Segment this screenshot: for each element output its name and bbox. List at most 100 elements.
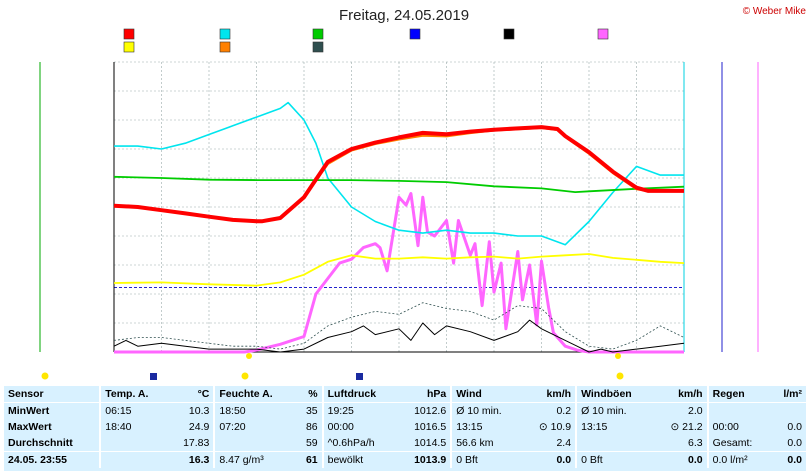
weather-chart: Freitag, 24.05.2019 © Weber Mike xyxy=(39,6,807,380)
stats-cell: 0 Bft xyxy=(575,451,654,468)
stats-cell: ⊙ 21.2 xyxy=(670,421,703,433)
stats-cell: ⊙ 10.9 xyxy=(538,421,572,433)
stats-cell: km/h xyxy=(653,386,708,403)
legend xyxy=(123,28,609,53)
stats-cell: 1013.9 xyxy=(397,451,452,468)
stats-cell: 0.0 l/m² xyxy=(706,451,772,468)
stats-cell: Durchschnitt xyxy=(8,437,73,449)
stats-cell: bewölkt xyxy=(321,451,398,468)
stats-cell: 0.0 xyxy=(653,451,708,468)
sunset-marker xyxy=(615,353,621,359)
stats-cell: 06:15 xyxy=(99,402,169,419)
sun-icon xyxy=(241,372,249,380)
stats-cell: Gesamt: xyxy=(706,435,772,452)
stats-row: MaxWert 18:40 24.9 07:20 86 00:00 1016.5 13:15 ⊙… xyxy=(4,419,806,435)
stats-cell: 2.0 xyxy=(688,405,703,417)
stats-cell: Regen xyxy=(706,386,772,403)
sun-moon-events xyxy=(41,353,624,380)
stats-cell: 6.3 xyxy=(688,437,703,449)
stats-cell: 24.05. 23:55 xyxy=(4,451,101,468)
stats-cell: Ø 10 min. xyxy=(575,402,654,419)
stats-cell: Wind xyxy=(450,386,523,403)
stats-cell: 00:00 xyxy=(321,419,398,435)
chart-title: Freitag, 24.05.2019 xyxy=(339,7,469,24)
stats-cell: 1014.5 xyxy=(414,437,447,449)
statistics-panel: Sensor Temp. A. °C Feuchte A.% Luftdruck hPa W… xyxy=(4,386,806,471)
stats-cell: l/m² xyxy=(771,386,806,403)
series-line-dewpoint xyxy=(113,253,685,287)
legend-swatch-wind xyxy=(503,28,515,40)
stats-cell: 10.3 xyxy=(188,405,210,417)
sun-icon xyxy=(41,372,49,380)
credit-text: © Weber Mike xyxy=(743,6,807,17)
legend-swatch-dewpoint xyxy=(123,41,135,53)
stats-cell: Feuchte A. xyxy=(213,386,296,403)
stats-cell: Windböen xyxy=(575,386,654,403)
stats-row: 24.05. 23:55 16.3 8.47 g/m³ 61 bewölkt 1013.9… xyxy=(4,451,806,468)
stats-cell: Temp. A. xyxy=(99,386,169,403)
stats-cell: hPa xyxy=(397,386,452,403)
legend-swatch-solar xyxy=(597,28,609,40)
stats-cell: 2.4 xyxy=(556,437,572,449)
stats-cell: Sensor xyxy=(4,386,101,403)
stats-cell xyxy=(99,451,169,468)
stats-cell: 13:15 xyxy=(575,419,654,435)
stats-cell: 13:15 xyxy=(450,419,523,435)
stats-cell: % xyxy=(295,386,323,403)
plot-area xyxy=(113,101,685,354)
stats-cell: 19:25 xyxy=(321,402,398,419)
stats-cell: 56.6 km xyxy=(450,435,523,452)
stats-cell: 0 Bft xyxy=(450,451,523,468)
stats-cell: 0.2 xyxy=(556,405,572,417)
stats-cell: 17.83 xyxy=(183,437,210,449)
stats-cell: °C xyxy=(168,386,215,403)
stats-cell xyxy=(706,402,772,419)
moon-icon xyxy=(150,373,157,380)
stats-cell: ^0.6hPa/h xyxy=(321,435,398,452)
series-line-wind xyxy=(113,319,685,353)
stats-cell: 35 xyxy=(305,405,318,417)
legend-swatch-windchill xyxy=(219,41,231,53)
stats-cell: 61 xyxy=(295,451,323,468)
stats-cell xyxy=(771,403,806,420)
stats-row: MinWert 06:15 10.3 18:50 35 19:25 1012.6 Ø 10 m… xyxy=(4,402,806,420)
stats-row: Sensor Temp. A. °C Feuchte A.% Luftdruck hPa W… xyxy=(4,386,806,403)
stats-cell: 00:00 xyxy=(706,419,772,435)
stats-cell: 16.3 xyxy=(168,451,215,468)
stats-cell: MinWert xyxy=(8,405,50,417)
stats-cell: 0.0 xyxy=(787,437,802,449)
stats-cell: 59 xyxy=(305,437,318,449)
statistics-table: Sensor Temp. A. °C Feuchte A.% Luftdruck hPa W… xyxy=(4,386,806,468)
series-line-pressure xyxy=(113,175,685,194)
stats-row: Durchschnitt 17.83 59 ^0.6hPa/h 1014.5 56.6 k… xyxy=(4,435,806,452)
stats-cell: 0.0 xyxy=(787,421,802,433)
legend-swatch-humidity xyxy=(219,28,231,40)
stats-cell: 24.9 xyxy=(188,421,210,433)
sunrise-marker xyxy=(246,353,252,359)
grid xyxy=(113,61,685,353)
stats-cell: 07:20 xyxy=(213,419,296,435)
stats-cell: 0.0 xyxy=(522,451,577,468)
stats-cell: 0.0 xyxy=(771,451,806,468)
stats-cell xyxy=(575,435,654,452)
stats-cell: 1016.5 xyxy=(414,421,447,433)
stats-cell xyxy=(99,435,169,452)
legend-swatch-gusts xyxy=(312,41,324,53)
stats-cell: MaxWert xyxy=(8,421,52,433)
legend-swatch-rain xyxy=(409,28,421,40)
moon-icon xyxy=(356,373,363,380)
stats-cell xyxy=(213,435,296,452)
stats-cell: 86 xyxy=(305,421,318,433)
stats-cell: Ø 10 min. xyxy=(450,402,523,419)
stats-cell: Luftdruck xyxy=(321,386,398,403)
series-line-solar xyxy=(114,192,684,354)
stats-cell: 1012.6 xyxy=(414,405,447,417)
stats-cell: km/h xyxy=(522,386,577,403)
stats-cell: 8.47 g/m³ xyxy=(213,451,296,468)
stats-cell: 18:50 xyxy=(213,402,296,419)
stats-cell: 18:40 xyxy=(99,419,169,435)
legend-swatch-temp xyxy=(123,28,135,40)
series-line-humidity xyxy=(114,101,684,246)
legend-swatch-pressure xyxy=(312,28,324,40)
sun-icon xyxy=(616,372,624,380)
